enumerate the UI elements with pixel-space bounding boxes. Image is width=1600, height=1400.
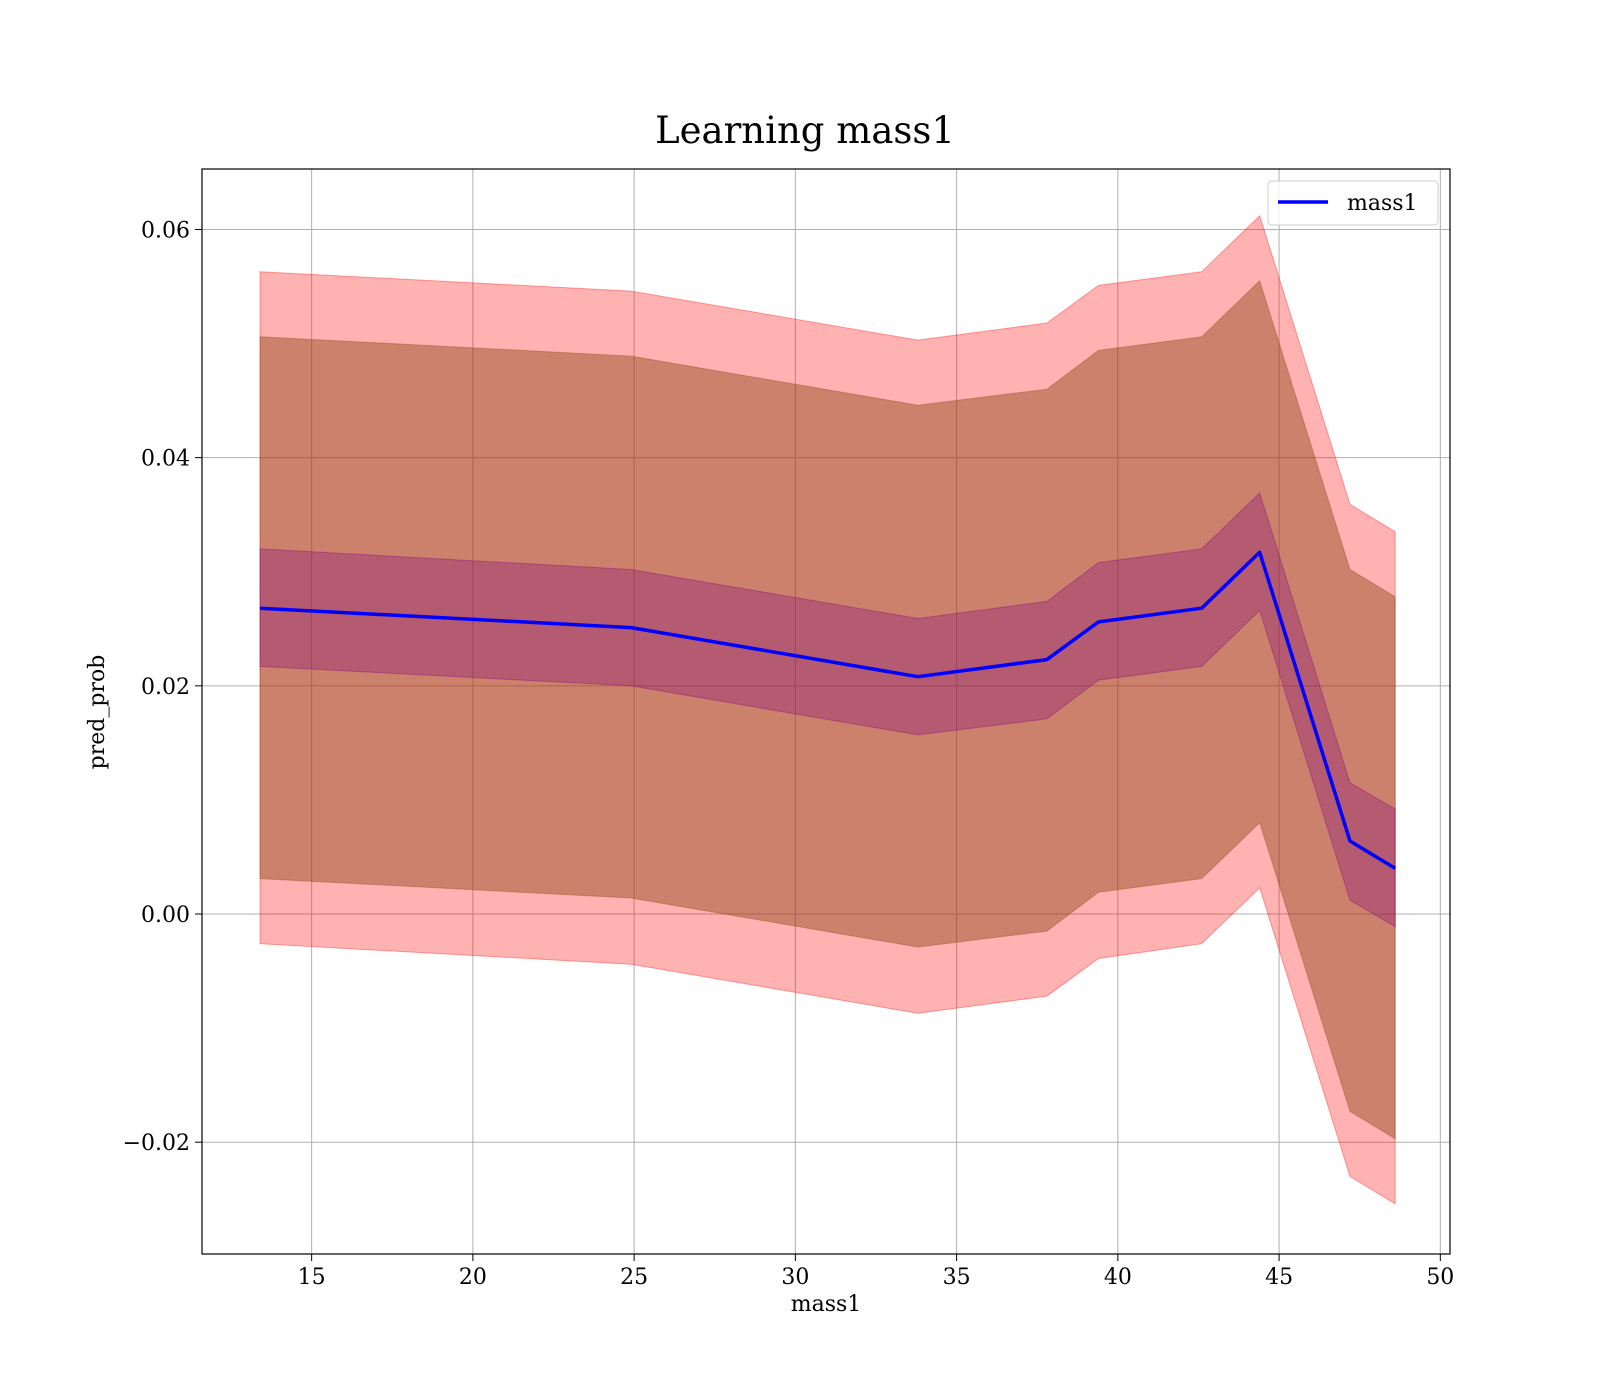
series-line-mass1 (259, 550, 1397, 870)
x-tick-label: 35 (943, 1265, 971, 1290)
x-tick-label: 30 (781, 1265, 809, 1290)
y-axis-label: pred_prob (85, 655, 110, 770)
plot-frame (201, 168, 1451, 1255)
x-tick-label: 20 (459, 1265, 487, 1290)
legend-label-mass1: mass1 (1347, 191, 1418, 216)
legend-box (1267, 180, 1439, 226)
x-tick-label: 50 (1426, 1265, 1454, 1290)
x-tick-label: 15 (298, 1265, 326, 1290)
y-axis-ticks: −0.02 0.00 0.02 0.04 0.06 (123, 218, 202, 1156)
y-tick-label: 0.04 (141, 447, 190, 472)
x-axis-ticks: 15 20 25 30 35 40 45 50 (298, 1254, 1454, 1290)
x-tick-label: 45 (1265, 1265, 1293, 1290)
confidence-band-inner (259, 279, 1396, 1140)
x-axis-label: mass1 (791, 1292, 862, 1317)
legend: mass1 (1267, 180, 1439, 226)
band-layer (259, 214, 1396, 1205)
y-tick-label: 0.00 (141, 903, 190, 928)
y-tick-label: −0.02 (123, 1131, 190, 1156)
grid-layer (202, 169, 1450, 1254)
chart-title: Learning mass1 (655, 109, 955, 152)
x-tick-label: 40 (1104, 1265, 1132, 1290)
x-tick-label: 25 (620, 1265, 648, 1290)
y-tick-label: 0.02 (141, 675, 190, 700)
confidence-band-outer (259, 214, 1396, 1205)
confidence-band-core (259, 492, 1396, 928)
line-layer (259, 550, 1397, 870)
y-tick-label: 0.06 (141, 218, 190, 243)
